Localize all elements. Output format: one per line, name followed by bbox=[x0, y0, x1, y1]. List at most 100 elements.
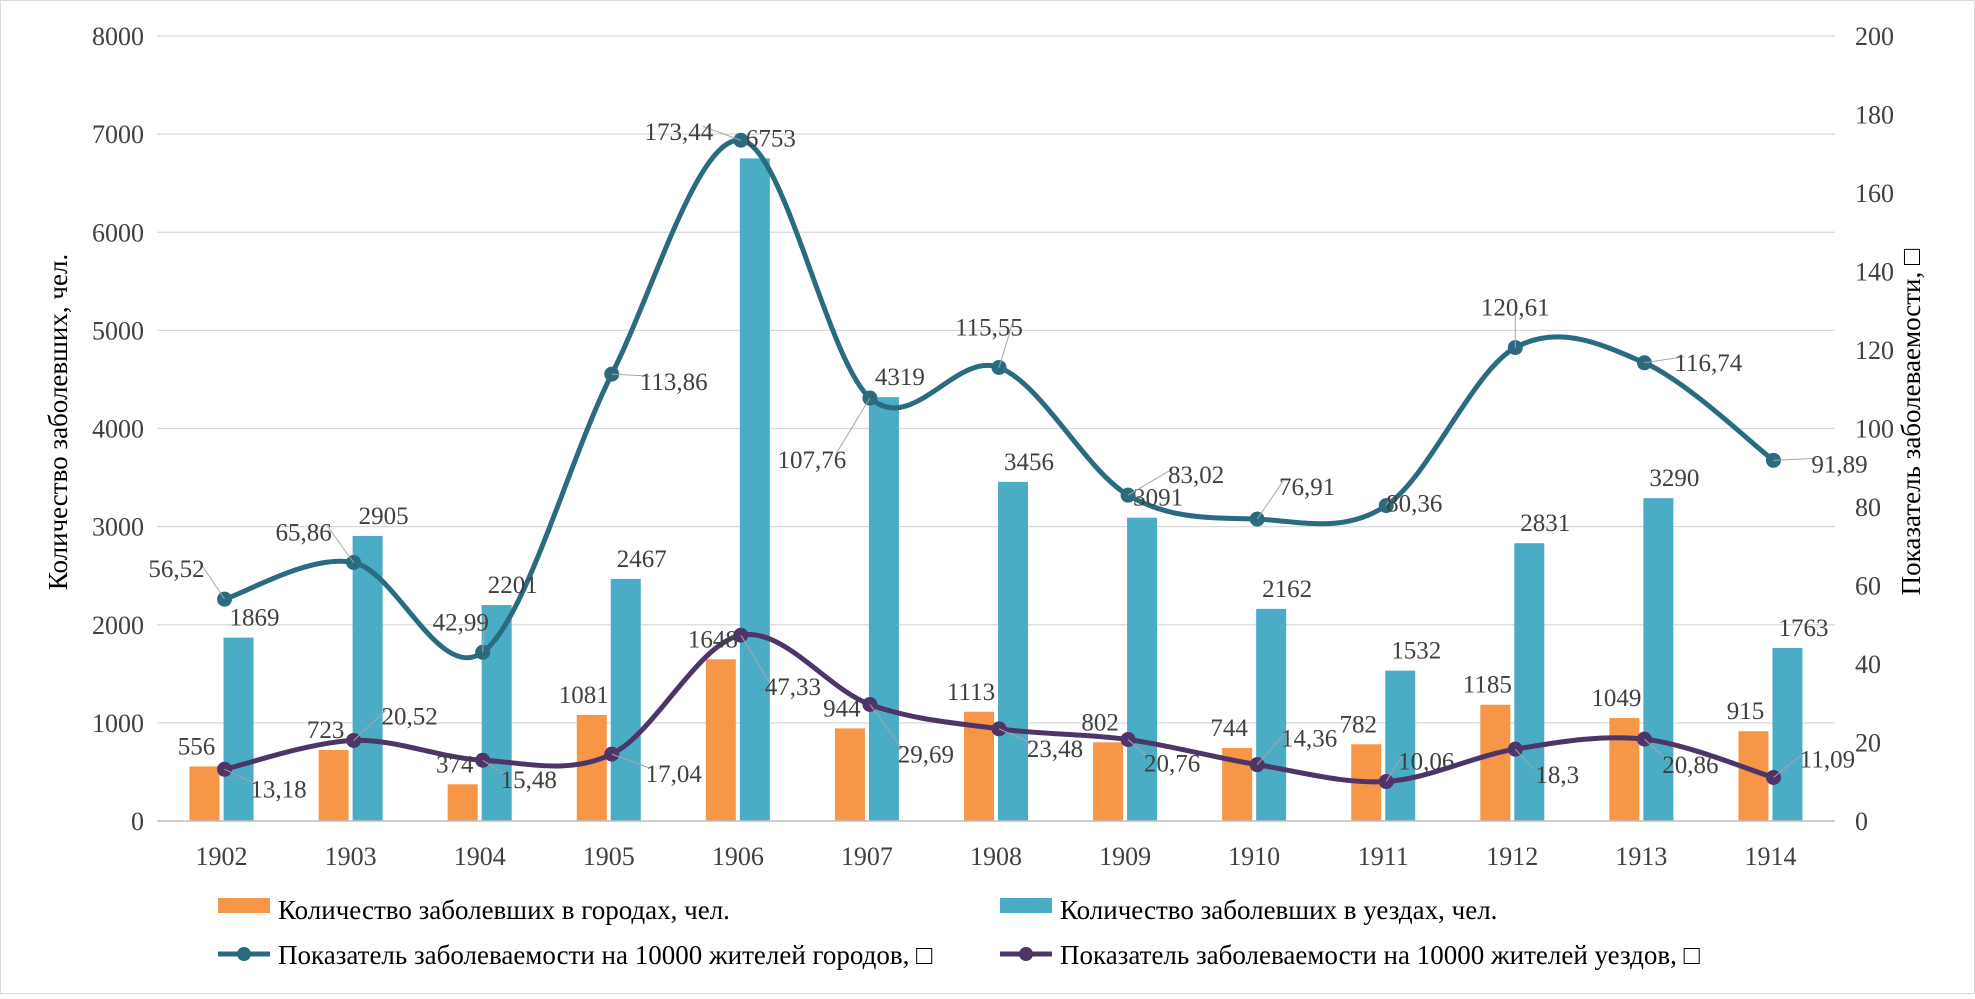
line-cities-rate bbox=[222, 137, 1776, 661]
bar-districts bbox=[1256, 608, 1287, 821]
bar-districts bbox=[1772, 648, 1803, 821]
data-labels: 556 723 374 1081 1648 944 1113 802 744 782 1185 104… bbox=[148, 119, 1867, 803]
line-label-cities: 83,02 bbox=[1168, 462, 1224, 489]
y-axis-title: Количество заболевших, чел. bbox=[43, 254, 73, 590]
leader-line bbox=[200, 562, 225, 600]
line-label-districts: 15,48 bbox=[501, 767, 557, 794]
line-label-cities: 113,86 bbox=[640, 369, 708, 396]
legend-item-3: Показатель заболеваемости на 10000 жител… bbox=[218, 940, 933, 970]
x-tick-label: 1903 bbox=[325, 842, 377, 871]
point-cities-rate bbox=[1378, 498, 1394, 514]
bar-label-districts: 2467 bbox=[617, 546, 667, 573]
line-label-districts: 13,18 bbox=[250, 776, 306, 803]
x-tick-label: 1906 bbox=[712, 842, 764, 871]
leader-line bbox=[702, 125, 742, 141]
bar-label-districts: 3091 bbox=[1133, 485, 1183, 512]
bar-label-cities: 556 bbox=[178, 733, 216, 760]
legend-swatch bbox=[218, 898, 270, 913]
line-label-cities: 80,36 bbox=[1386, 491, 1442, 518]
bar-districts bbox=[998, 481, 1028, 821]
legend-label: Показатель заболеваемости на 10000 жител… bbox=[1060, 940, 1701, 970]
y2-tick-label: 20 bbox=[1855, 729, 1881, 758]
legend-label: Показатель заболеваемости на 10000 жител… bbox=[278, 940, 933, 970]
bar-label-districts: 2905 bbox=[359, 503, 409, 530]
leader-line bbox=[1514, 748, 1534, 770]
bar-cities bbox=[318, 750, 349, 821]
line-label-cities: 115,55 bbox=[955, 314, 1023, 341]
bar-districts bbox=[223, 637, 254, 821]
leader-line bbox=[1127, 739, 1149, 758]
x-tick-label: 1912 bbox=[1486, 842, 1538, 871]
y-tick-label: 5000 bbox=[92, 316, 144, 345]
leader-line bbox=[482, 616, 486, 653]
legend-label: Количество заболевших в уездах, чел. bbox=[1060, 895, 1497, 925]
y-tick-label: 6000 bbox=[92, 218, 144, 247]
bar-label-districts: 1532 bbox=[1391, 638, 1441, 665]
leader-line bbox=[740, 634, 770, 682]
leader-line bbox=[224, 768, 255, 784]
line-label-cities: 65,86 bbox=[275, 519, 331, 546]
line-label-cities: 120,61 bbox=[1481, 295, 1550, 322]
axes: 0 1000 2000 3000 4000 5000 6000 7000 8000 0 20 40 60… bbox=[92, 22, 1894, 871]
gridlines bbox=[157, 35, 1835, 724]
line-label-districts: 14,36 bbox=[1281, 726, 1337, 753]
bar-label-districts: 6753 bbox=[746, 125, 796, 152]
line-label-districts: 10,06 bbox=[1398, 749, 1454, 776]
bar-label-districts: 4319 bbox=[875, 364, 925, 391]
bar-label-cities: 1185 bbox=[1463, 672, 1512, 699]
x-tick-label: 1910 bbox=[1228, 842, 1280, 871]
bar-label-cities: 802 bbox=[1081, 709, 1119, 736]
y2-tick-label: 140 bbox=[1855, 258, 1894, 287]
bar-districts bbox=[868, 397, 899, 821]
line-label-districts: 20,52 bbox=[381, 703, 437, 730]
leader-line bbox=[1127, 468, 1173, 496]
line-label-cities: 107,76 bbox=[778, 447, 847, 474]
leader-line bbox=[1385, 497, 1391, 506]
line-label-districts: 23,48 bbox=[1027, 736, 1083, 763]
line-label-cities: 56,52 bbox=[148, 556, 204, 583]
bar-label-districts: 1869 bbox=[230, 605, 280, 632]
legend-label: Количество заболевших в городах, чел. bbox=[278, 895, 730, 925]
bar-label-cities: 744 bbox=[1210, 715, 1248, 742]
leader-line bbox=[998, 728, 1032, 744]
y2-tick-label: 120 bbox=[1855, 336, 1894, 365]
bar-districts bbox=[1127, 517, 1158, 821]
line-label-districts: 29,69 bbox=[898, 741, 954, 768]
bar-label-cities: 723 bbox=[307, 717, 345, 744]
leader-line bbox=[869, 704, 903, 749]
y2-tick-label: 200 bbox=[1855, 22, 1894, 51]
leader-line bbox=[1773, 753, 1804, 778]
bar-label-cities: 944 bbox=[823, 695, 861, 722]
leader-line bbox=[1773, 457, 1816, 461]
bar-label-cities: 782 bbox=[1339, 711, 1377, 738]
bar-label-cities: 1081 bbox=[559, 682, 609, 709]
leader-line bbox=[1385, 755, 1403, 782]
legend: Количество заболевших в городах, чел. Кол… bbox=[218, 895, 1701, 970]
legend-item-4: Показатель заболеваемости на 10000 жител… bbox=[1000, 940, 1701, 970]
bar-label-districts: 3290 bbox=[1649, 465, 1699, 492]
bar-districts bbox=[1385, 670, 1416, 821]
line-label-cities: 42,99 bbox=[433, 609, 489, 636]
bar-cities bbox=[705, 659, 736, 821]
x-tick-label: 1905 bbox=[583, 842, 635, 871]
bar-cities bbox=[834, 728, 865, 821]
bar-districts bbox=[739, 158, 770, 821]
x-tick-label: 1908 bbox=[970, 842, 1022, 871]
bar-label-cities: 374 bbox=[436, 751, 474, 778]
x-tick-label: 1913 bbox=[1615, 842, 1667, 871]
bar-districts bbox=[610, 578, 641, 821]
legend-swatch bbox=[1000, 898, 1052, 913]
line-label-districts: 47,33 bbox=[765, 674, 821, 701]
leader-line bbox=[835, 397, 871, 455]
y2-tick-label: 80 bbox=[1855, 493, 1881, 522]
x-tick-label: 1904 bbox=[454, 842, 506, 871]
y-tick-label: 1000 bbox=[92, 709, 144, 738]
x-tick-label: 1902 bbox=[196, 842, 248, 871]
leader-line bbox=[1644, 356, 1685, 364]
y2-tick-label: 180 bbox=[1855, 101, 1894, 130]
y-tick-label: 7000 bbox=[92, 120, 144, 149]
bar-label-cities: 1049 bbox=[1591, 685, 1641, 712]
bar-districts bbox=[352, 535, 383, 821]
y-tick-label: 4000 bbox=[92, 415, 144, 444]
